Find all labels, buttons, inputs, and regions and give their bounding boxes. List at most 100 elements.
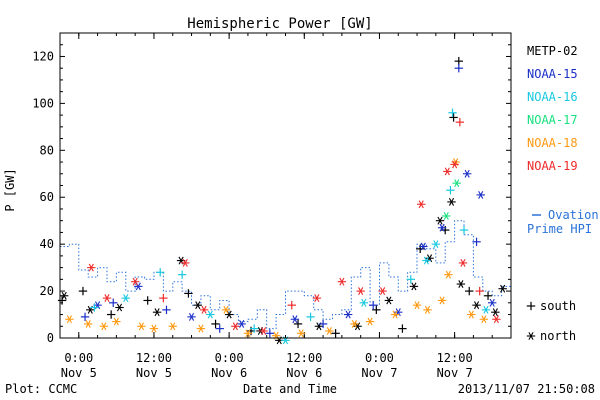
- data-point: [384, 296, 394, 305]
- data-point: [378, 287, 387, 296]
- chart-title: Hemispheric Power [GW]: [187, 16, 372, 32]
- data-point: [350, 319, 359, 328]
- data-point: [290, 315, 300, 324]
- data-point: [467, 310, 476, 319]
- data-point: [455, 117, 465, 127]
- legend-symbol-label: north: [540, 329, 576, 343]
- data-point: [90, 303, 99, 312]
- legend: METP-02 NOAA-15 NOAA-16 NOAA-17 NOAA-18 NOAA-…: [527, 44, 578, 173]
- data-point: [112, 317, 121, 326]
- data-point: [159, 293, 168, 303]
- data-point: [479, 315, 489, 324]
- data-point: [450, 160, 459, 169]
- data-point: [462, 169, 472, 178]
- data-point: [99, 322, 109, 331]
- data-point: [498, 284, 507, 293]
- x-tick-date-label: Nov 6: [211, 366, 247, 380]
- data-point: [465, 286, 474, 296]
- x-tick-date-label: Nov 7: [361, 366, 397, 380]
- data-point: [452, 179, 461, 188]
- x-tick-date-label: Nov 5: [61, 366, 97, 380]
- legend-entry: NOAA-19: [527, 159, 578, 173]
- hemisphere-symbol-legend: south north: [526, 299, 576, 343]
- data-point: [475, 286, 484, 296]
- footer-credit: Plot: CCMC: [5, 382, 77, 396]
- data-point: [83, 319, 93, 328]
- legend-symbol-north: [526, 332, 536, 340]
- data-point: [356, 287, 365, 296]
- y-axis-label: P [GW]: [3, 168, 17, 211]
- data-point: [193, 301, 203, 310]
- x-tick-date-label: Nov 5: [136, 366, 172, 380]
- data-point: [431, 240, 441, 249]
- data-point: [130, 277, 140, 286]
- data-point: [162, 305, 171, 315]
- data-point: [59, 291, 69, 300]
- data-point: [472, 237, 481, 247]
- legend-entry: NOAA-15: [527, 67, 578, 81]
- data-point: [184, 289, 193, 298]
- data-point: [459, 225, 469, 235]
- data-point: [435, 216, 445, 225]
- data-point: [446, 185, 455, 195]
- data-point: [491, 308, 500, 317]
- data-point: [492, 315, 501, 324]
- data-point: [325, 327, 334, 335]
- data-point: [365, 317, 375, 326]
- data-point: [419, 242, 428, 251]
- data-point: [454, 63, 464, 73]
- data-point: [444, 270, 453, 279]
- data-point: [456, 280, 466, 288]
- legend-symbol-south: [526, 301, 536, 311]
- data-point: [293, 319, 303, 329]
- data-point: [331, 329, 340, 338]
- data-point: [143, 296, 152, 305]
- data-point: [168, 322, 177, 331]
- data-point: [65, 315, 74, 324]
- data-point: [458, 258, 468, 267]
- data-point: [372, 305, 381, 315]
- data-point: [249, 324, 259, 333]
- ovation-legend-label-line-2: Prime HPI: [527, 222, 592, 236]
- data-point: [483, 291, 493, 300]
- data-point: [390, 310, 400, 319]
- y-tick-label: 60: [40, 190, 54, 204]
- data-point: [437, 223, 447, 232]
- data-point: [231, 322, 240, 331]
- data-point: [109, 298, 118, 308]
- data-point: [156, 268, 165, 277]
- data-point: [312, 294, 322, 303]
- series-noaa-19: [87, 117, 501, 335]
- data-point: [422, 256, 431, 265]
- data-point: [152, 308, 162, 317]
- data-point: [437, 296, 447, 305]
- legend-entry: NOAA-17: [527, 113, 578, 127]
- data-point: [87, 263, 96, 272]
- data-point: [137, 322, 146, 331]
- y-tick-label: 20: [40, 284, 54, 298]
- data-point: [287, 300, 296, 310]
- x-tick-time-label: 12:00: [437, 351, 473, 365]
- data-point: [80, 312, 90, 322]
- x-tick-date-label: Nov 6: [286, 366, 322, 380]
- data-point: [318, 319, 328, 329]
- data-point: [149, 324, 159, 333]
- series-noaa-15: [80, 63, 497, 338]
- data-point: [102, 294, 112, 303]
- data-point: [121, 294, 130, 303]
- data-point: [359, 298, 368, 307]
- data-point: [243, 329, 253, 338]
- data-point: [443, 167, 452, 176]
- data-point: [196, 324, 206, 333]
- data-point: [406, 275, 415, 284]
- x-tick-time-label: 12:00: [136, 351, 172, 365]
- data-point: [409, 282, 419, 291]
- data-point: [398, 324, 407, 333]
- x-tick-time-label: 12:00: [286, 351, 322, 365]
- data-point: [447, 197, 456, 206]
- x-tick-time-label: 0:00: [64, 351, 93, 365]
- data-point: [442, 212, 451, 220]
- ovation-legend-label-line-1: Ovation: [548, 208, 599, 222]
- data-point: [57, 296, 67, 305]
